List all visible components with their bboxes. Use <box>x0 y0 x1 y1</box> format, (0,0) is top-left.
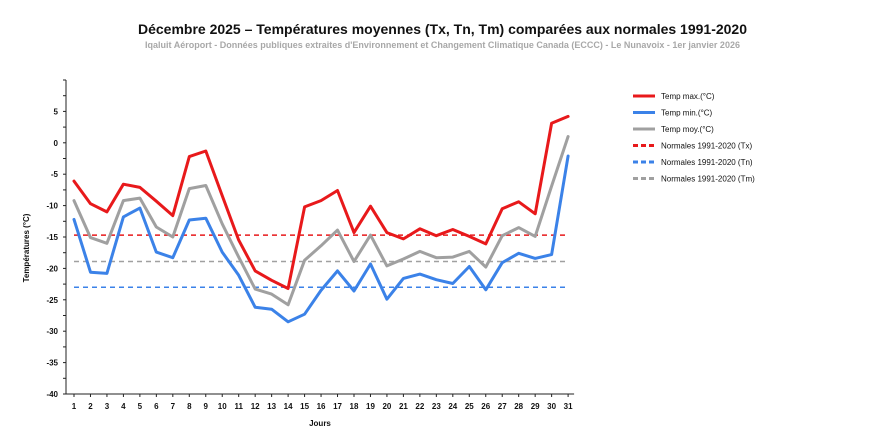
chart-legend: Temp max.(°C) Temp min.(°C) Temp moy.(°C) N… <box>633 92 755 184</box>
y-axis-label: Températures (°C) <box>22 213 31 282</box>
x-tick-label: 27 <box>498 402 507 411</box>
series-temp-min-c <box>72 154 570 324</box>
y-tick-label: 5 <box>54 107 59 116</box>
x-tick-label: 10 <box>218 402 227 411</box>
y-tick-label: -40 <box>46 390 58 399</box>
x-tick-label: 26 <box>481 402 490 411</box>
x-tick-label: 30 <box>547 402 556 411</box>
legend-label: Normales 1991-2020 (Tm) <box>661 175 755 184</box>
x-tick-label: 2 <box>88 402 93 411</box>
chart-subtitle: Iqaluit Aéroport - Données publiques ext… <box>145 40 740 50</box>
x-tick-label: 28 <box>514 402 523 411</box>
y-tick-label: -25 <box>46 296 58 305</box>
y-tick-label: -15 <box>46 233 58 242</box>
x-tick-label: 8 <box>187 402 192 411</box>
x-tick-label: 29 <box>531 402 540 411</box>
x-axis-label: Jours <box>309 419 331 428</box>
x-tick-label: 19 <box>366 402 375 411</box>
x-tick-label: 25 <box>465 402 474 411</box>
x-tick-label: 16 <box>317 402 326 411</box>
x-tick-label: 15 <box>300 402 309 411</box>
x-tick-label: 14 <box>284 402 293 411</box>
x-tick-label: 7 <box>171 402 176 411</box>
x-tick-label: 9 <box>204 402 209 411</box>
x-tick-label: 3 <box>105 402 110 411</box>
y-tick-label: -30 <box>46 327 58 336</box>
legend-label: Normales 1991-2020 (Tx) <box>661 142 752 151</box>
x-tick-label: 24 <box>448 402 457 411</box>
y-tick-label: 0 <box>54 139 59 148</box>
x-tick-label: 31 <box>564 402 573 411</box>
x-tick-label: 11 <box>234 402 243 411</box>
x-tick-label: 13 <box>267 402 276 411</box>
x-tick-label: 23 <box>432 402 441 411</box>
legend-label: Temp moy.(°C) <box>661 125 714 134</box>
y-tick-label: -10 <box>46 202 58 211</box>
y-tick-label: -20 <box>46 264 58 273</box>
series-temp-moy-c <box>72 135 570 307</box>
x-tick-label: 17 <box>333 402 342 411</box>
x-tick-label: 20 <box>382 402 391 411</box>
y-tick-label: -5 <box>51 170 59 179</box>
x-tick-label: 5 <box>138 402 143 411</box>
x-tick-label: 22 <box>415 402 424 411</box>
y-tick-label: -35 <box>46 359 58 368</box>
legend-label: Temp max.(°C) <box>661 92 715 101</box>
chart-axes: 50-5-10-15-20-25-30-35-401 2 3 4 5 6 7 8 9 10 11 12… <box>46 79 575 411</box>
series-temp-max-c <box>72 114 570 290</box>
x-tick-label: 4 <box>121 402 126 411</box>
x-tick-label: 12 <box>251 402 260 411</box>
legend-label: Normales 1991-2020 (Tn) <box>661 158 753 167</box>
chart-title: Décembre 2025 – Températures moyennes (T… <box>137 21 748 37</box>
x-tick-label: 18 <box>350 402 359 411</box>
x-tick-label: 1 <box>72 402 77 411</box>
x-tick-label: 21 <box>399 402 408 411</box>
x-tick-label: 6 <box>154 402 159 411</box>
legend-label: Temp min.(°C) <box>661 109 713 118</box>
chart-series <box>72 114 570 324</box>
